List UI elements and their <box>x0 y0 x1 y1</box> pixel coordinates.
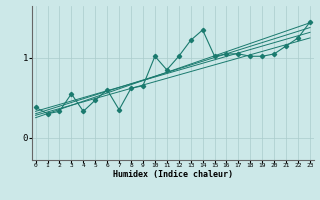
X-axis label: Humidex (Indice chaleur): Humidex (Indice chaleur) <box>113 170 233 179</box>
